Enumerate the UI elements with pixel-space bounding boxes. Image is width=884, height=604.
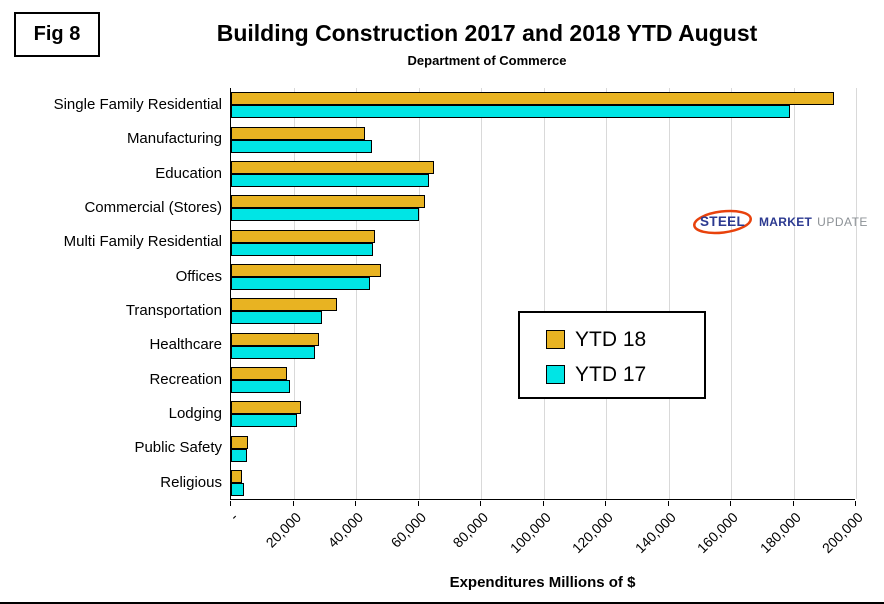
gridline xyxy=(544,88,545,499)
bar-ytd-17-offices xyxy=(231,277,370,290)
x-axis-title: Expenditures Millions of $ xyxy=(449,574,636,591)
x-tick-mark xyxy=(605,501,606,506)
chart-legend: YTD 18 YTD 17 xyxy=(518,311,706,399)
bar-ytd-17-healthcare xyxy=(231,346,315,359)
bar-ytd-17-multi-family-residential xyxy=(231,243,373,256)
x-tick-mark xyxy=(793,501,794,506)
category-label: Public Safety xyxy=(134,439,222,457)
x-tick-mark xyxy=(293,501,294,506)
gridline xyxy=(294,88,295,499)
logo-market-text: MARKET xyxy=(759,215,813,229)
gridline xyxy=(794,88,795,499)
figure-label: Fig 8 xyxy=(33,23,81,45)
bar-ytd-18-recreation xyxy=(231,367,287,380)
bar-ytd-18-commercial-stores- xyxy=(231,195,425,208)
gridline xyxy=(731,88,732,499)
category-label: Multi Family Residential xyxy=(63,233,222,251)
bar-ytd-18-healthcare xyxy=(231,333,319,346)
bar-ytd-18-transportation xyxy=(231,298,337,311)
x-tick-mark xyxy=(480,501,481,506)
gridline xyxy=(356,88,357,499)
category-label: Commercial (Stores) xyxy=(84,199,222,216)
bar-ytd-18-lodging xyxy=(231,401,301,414)
bar-ytd-17-recreation xyxy=(231,380,290,393)
category-label: Transportation xyxy=(125,302,222,319)
gridline xyxy=(856,88,857,499)
gridlines-layer xyxy=(231,88,857,499)
bar-ytd-18-religious xyxy=(231,470,242,483)
bar-ytd-17-transportation xyxy=(231,311,322,324)
bar-ytd-18-offices xyxy=(231,264,381,277)
category-label: Manufacturing xyxy=(126,130,222,148)
x-tick-mark xyxy=(543,501,544,506)
x-tick-mark xyxy=(668,501,669,506)
bar-ytd-17-religious xyxy=(231,483,244,496)
bar-ytd-18-public-safety xyxy=(231,436,248,449)
category-label: Healthcare xyxy=(149,336,222,354)
category-label: Religious xyxy=(160,473,222,491)
x-axis-ticks: -20,000 40,000 60,000 80,000 100,000 120,000 1… xyxy=(227,501,866,576)
legend-swatch-ytd17 xyxy=(546,365,565,384)
bar-ytd-17-commercial-stores- xyxy=(231,208,419,221)
bottom-border xyxy=(0,602,884,604)
bar-ytd-18-single-family-residential xyxy=(231,92,834,105)
bar-ytd-17-single-family-residential xyxy=(231,105,790,118)
chart-title: Building Construction 2017 and 2018 YTD … xyxy=(216,20,758,46)
x-tick-mark xyxy=(855,501,856,506)
x-tick-mark xyxy=(355,501,356,506)
x-tick-mark xyxy=(730,501,731,506)
bar-ytd-17-lodging xyxy=(231,414,297,427)
chart-subtitle: Department of Commerce xyxy=(407,53,567,68)
category-label: Lodging xyxy=(168,405,222,422)
category-label: Offices xyxy=(175,267,222,285)
legend-swatch-ytd18 xyxy=(546,330,565,349)
legend-label-ytd18: YTD 18 xyxy=(575,327,647,351)
bar-ytd-17-education xyxy=(231,174,429,187)
legend-item-ytd17: YTD 17 xyxy=(546,357,704,392)
bar-ytd-18-multi-family-residential xyxy=(231,230,375,243)
bar-ytd-18-education xyxy=(231,161,434,174)
bar-ytd-17-public-safety xyxy=(231,449,247,462)
steel-market-update-logo: STEEL MARKET UPDATE xyxy=(692,209,868,235)
bar-ytd-18-manufacturing xyxy=(231,127,365,140)
gridline xyxy=(419,88,420,499)
gridline xyxy=(606,88,607,499)
legend-label-ytd17: YTD 17 xyxy=(575,362,647,386)
logo-update-text: UPDATE xyxy=(817,215,868,229)
category-label: Single Family Residential xyxy=(53,96,222,113)
legend-item-ytd18: YTD 18 xyxy=(546,322,704,357)
x-tick-mark xyxy=(230,501,231,506)
y-axis-labels: Single Family Residential Manufacturing Ed… xyxy=(0,88,222,500)
bars-layer xyxy=(231,88,855,499)
gridline xyxy=(669,88,670,499)
category-label: Education xyxy=(155,164,222,182)
figure-label-box: Fig 8 xyxy=(14,12,100,57)
x-tick-mark xyxy=(418,501,419,506)
plot-area xyxy=(230,88,857,500)
logo-swoosh-icon xyxy=(693,209,752,235)
gridline xyxy=(481,88,482,499)
category-label: Recreation xyxy=(149,370,222,388)
bar-ytd-17-manufacturing xyxy=(231,140,372,153)
logo-steel-wrap: STEEL xyxy=(692,208,753,236)
logo-steel-text: STEEL xyxy=(700,214,746,229)
